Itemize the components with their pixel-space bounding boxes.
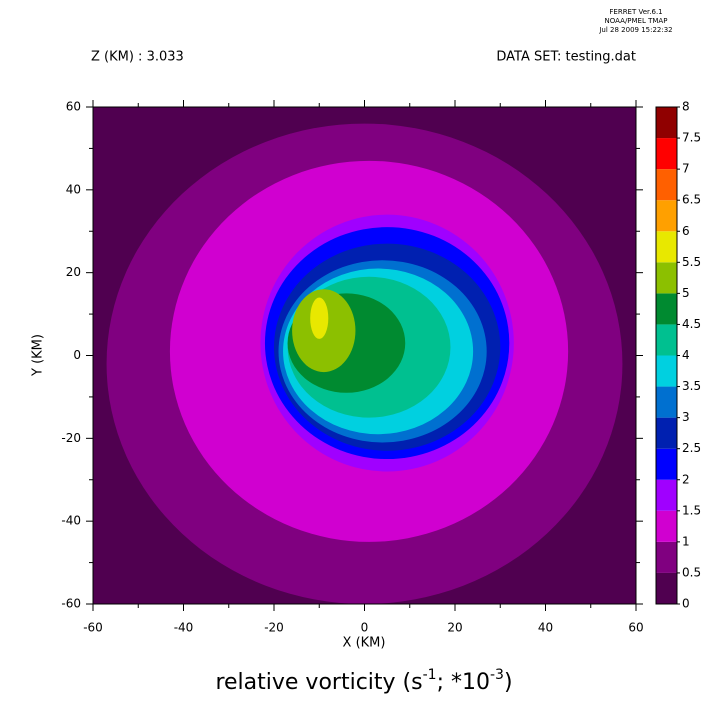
colorbar-label: 0.5 <box>682 565 701 579</box>
colorbar-label: 1.5 <box>682 503 701 517</box>
subtitle-right: DATA SET: testing.dat <box>496 50 636 65</box>
title-text: relative vorticity (s <box>215 670 422 695</box>
colorbar-band <box>656 138 677 170</box>
y-tick-label: -60 <box>61 597 81 611</box>
title-text: ) <box>504 670 513 695</box>
colorbar-label: 6.5 <box>682 193 701 207</box>
colorbar-band <box>656 355 677 387</box>
colorbar-label: 4 <box>682 348 690 362</box>
colorbar-label: 5 <box>682 286 690 300</box>
colorbar-band <box>656 231 677 263</box>
colorbar-band <box>656 479 677 511</box>
colorbar-band <box>656 169 677 201</box>
header: FERRET Ver.6.1 NOAA/PMEL TMAP Jul 28 200… <box>598 8 672 34</box>
y-tick-label: 20 <box>66 265 81 279</box>
colorbar-label: 3 <box>682 410 690 424</box>
colorbar-band <box>656 293 677 325</box>
colorbar-label: 1 <box>682 534 690 548</box>
x-tick-label: 20 <box>447 621 462 635</box>
header-line: Jul 28 2009 15:22:32 <box>598 26 672 34</box>
colorbar-band <box>656 510 677 542</box>
colorbar-label: 2 <box>682 472 690 486</box>
colorbar-label: 2.5 <box>682 441 701 455</box>
header-line: FERRET Ver.6.1 <box>609 8 662 16</box>
x-tick-label: -40 <box>174 621 194 635</box>
y-tick-label: 0 <box>73 348 81 362</box>
y-axis-label: Y (KM) <box>31 334 46 377</box>
colorbar-band <box>656 200 677 232</box>
plot-frame <box>92 106 637 605</box>
y-tick-label: -40 <box>61 514 81 528</box>
colorbar-label: 0 <box>682 597 690 611</box>
title-text: ; *10 <box>437 670 490 695</box>
y-tick-label: -20 <box>61 431 81 445</box>
header-line: NOAA/PMEL TMAP <box>605 17 668 25</box>
colorbar-band <box>656 572 677 604</box>
x-axis-label: X (KM) <box>343 636 386 651</box>
plot-area <box>93 107 636 604</box>
colorbar-band <box>656 417 677 449</box>
title-superscript: -1 <box>423 667 437 683</box>
title-superscript: -3 <box>490 667 504 683</box>
colorbar-band <box>656 541 677 573</box>
subtitle-left: Z (KM) : 3.033 <box>91 50 184 65</box>
y-tick-label: 40 <box>66 182 81 196</box>
colorbar-band <box>656 448 677 480</box>
x-tick-label: -20 <box>264 621 284 635</box>
colorbar-label: 4.5 <box>682 317 701 331</box>
colorbar-label: 7 <box>682 162 690 176</box>
x-tick-label: 40 <box>538 621 553 635</box>
y-tick-label: 60 <box>66 100 81 114</box>
colorbar-label: 6 <box>682 224 690 238</box>
colorbar-label: 7.5 <box>682 131 701 145</box>
colorbar-band <box>656 386 677 418</box>
x-tick-label: 60 <box>628 621 643 635</box>
colorbar-band <box>656 107 677 139</box>
colorbar-label: 5.5 <box>682 255 701 269</box>
colorbar-band <box>656 262 677 294</box>
colorbar-band <box>656 324 677 356</box>
x-tick-label: -60 <box>83 621 103 635</box>
chart-title: relative vorticity (s-1; *10-3) <box>215 667 512 695</box>
x-tick-label: 0 <box>361 621 369 635</box>
colorbar-label: 3.5 <box>682 379 701 393</box>
contour-region <box>310 297 329 339</box>
colorbar-label: 8 <box>682 100 690 114</box>
